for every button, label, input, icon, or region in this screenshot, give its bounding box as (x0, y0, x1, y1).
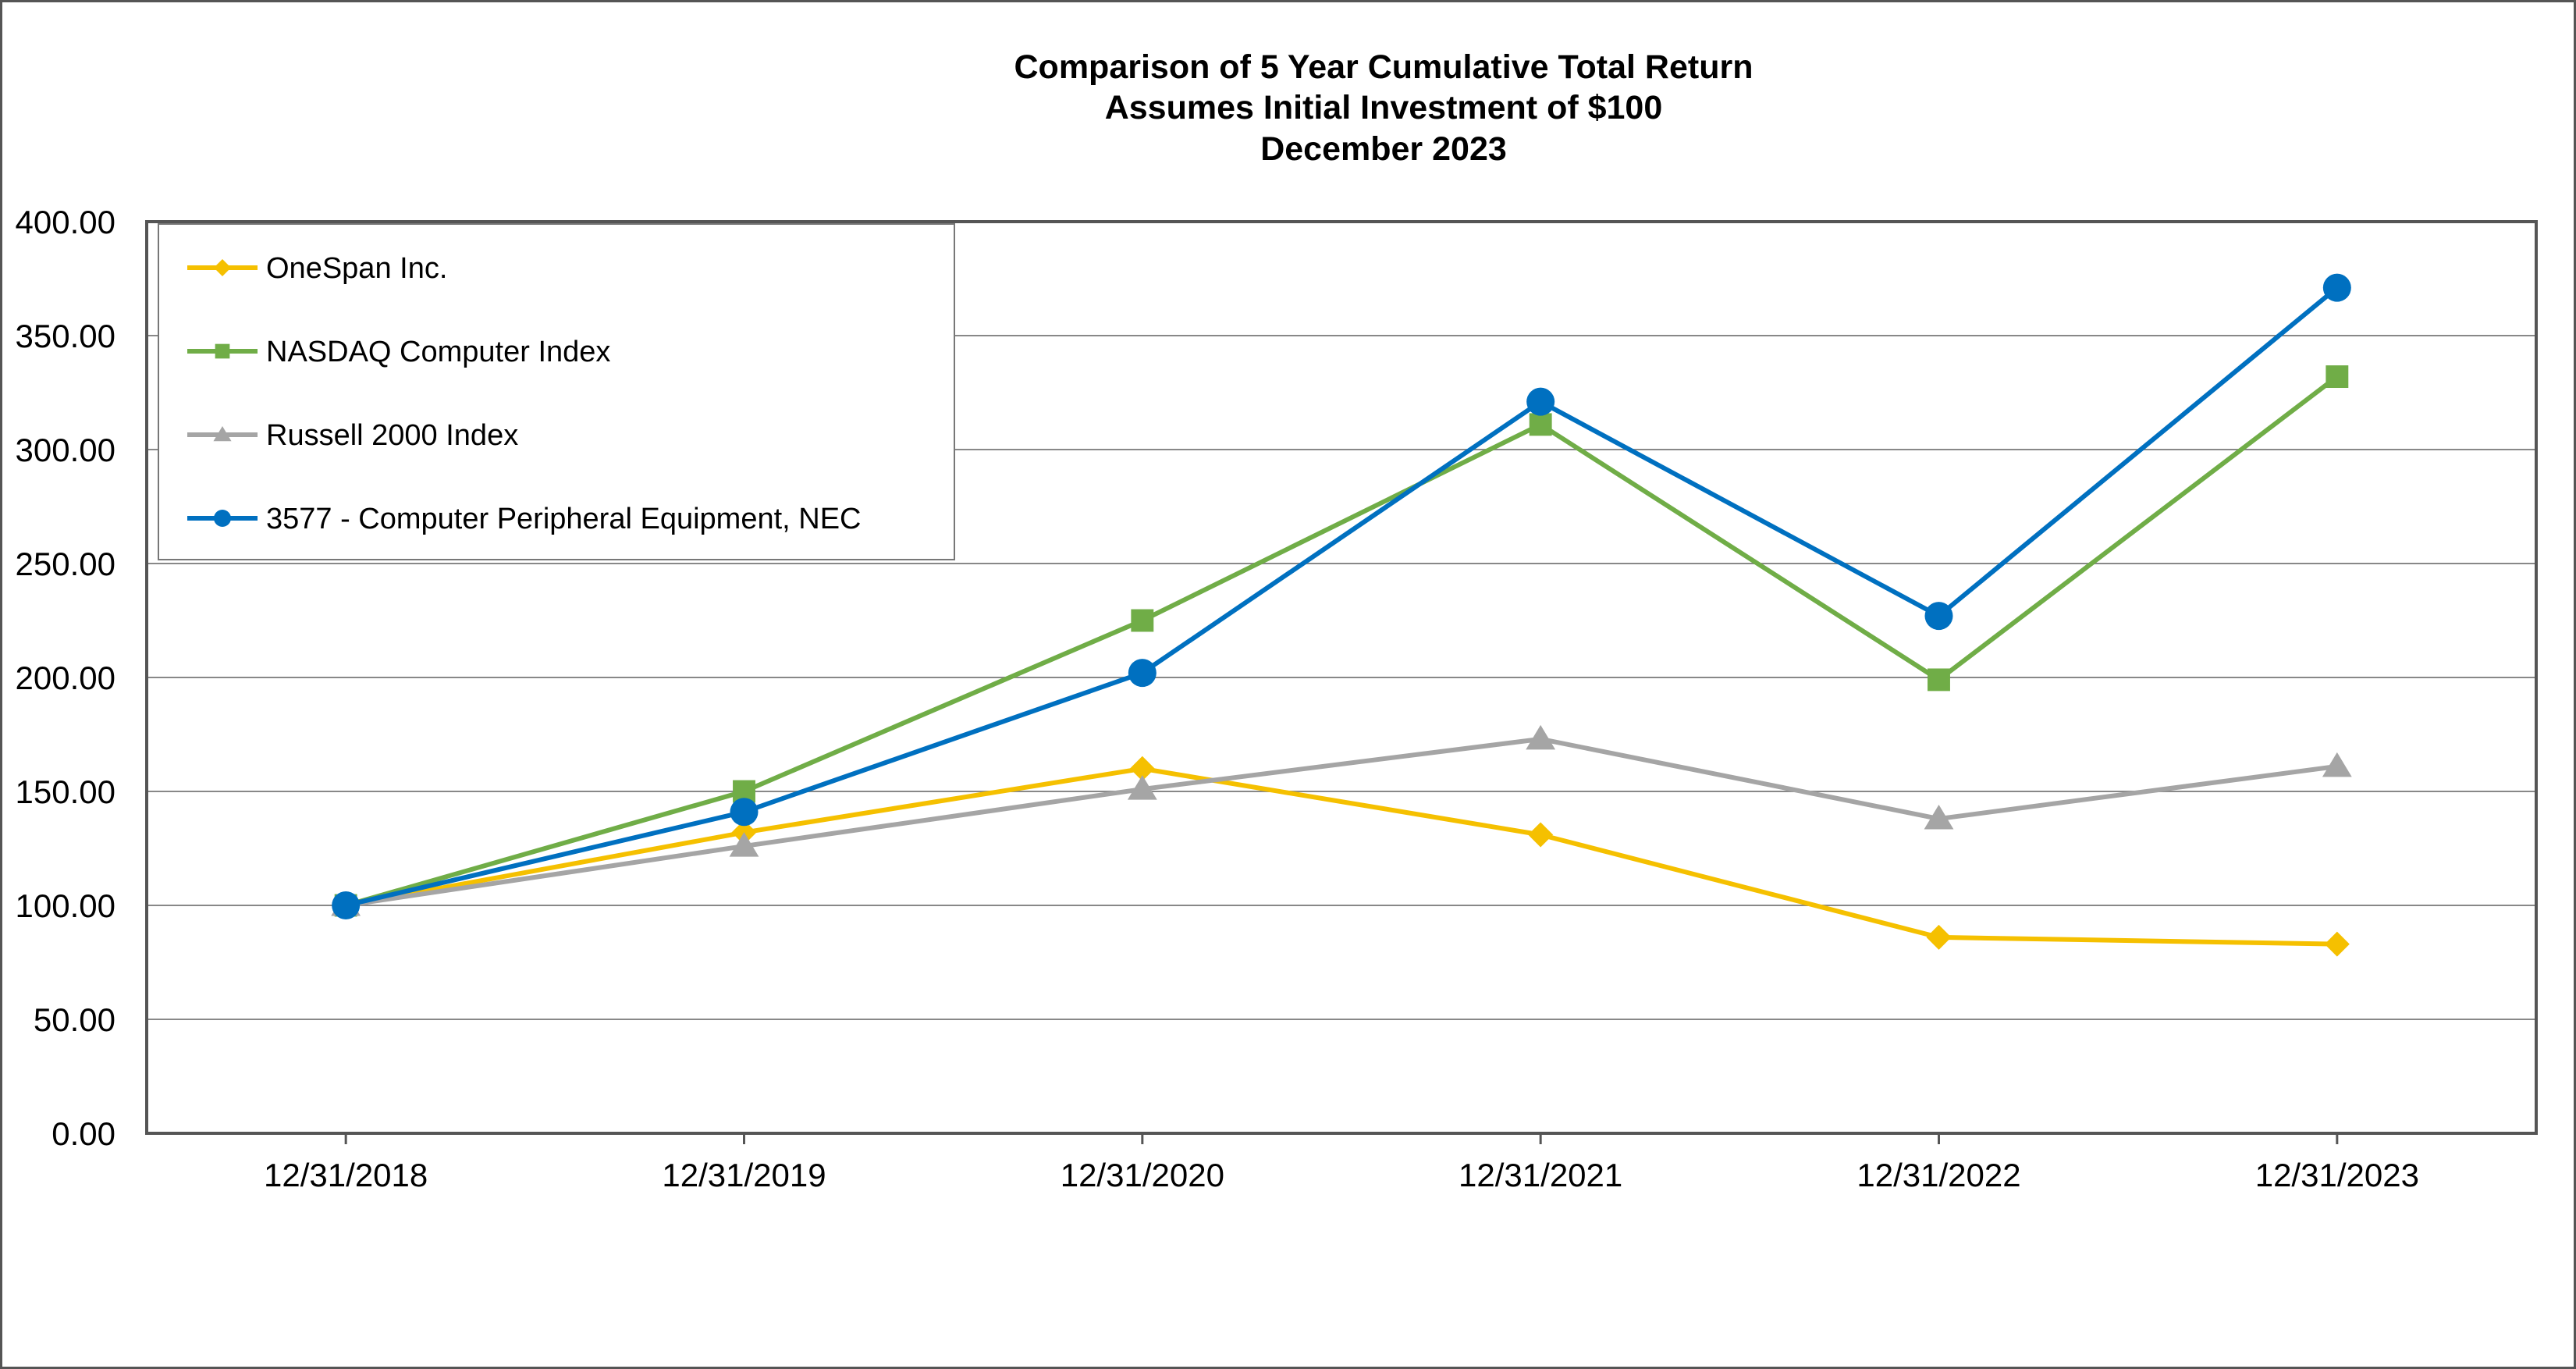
series-line (345, 286, 2339, 908)
series-0 (333, 756, 2350, 957)
x-tick-label: 12/31/2023 (2255, 1157, 2419, 1193)
series-3 (332, 273, 2351, 919)
y-tick-label: 0.00 (52, 1115, 115, 1152)
y-tick-label: 350.00 (16, 318, 115, 354)
legend-box (158, 223, 955, 560)
legend-label: OneSpan Inc. (266, 252, 447, 285)
data-point-triangle (1526, 724, 1556, 750)
chart-title: Comparison of 5 Year Cumulative Total Re… (1014, 48, 1753, 168)
data-point-diamond (1528, 822, 1554, 848)
x-tick-label: 12/31/2019 (662, 1157, 826, 1193)
data-point-square (1928, 668, 1950, 692)
data-point-circle (2322, 273, 2351, 302)
title-line-3: December 2023 (1260, 130, 1507, 168)
x-tick-label: 12/31/2018 (264, 1157, 428, 1193)
series-line (345, 766, 2337, 947)
y-tick-label: 250.00 (16, 546, 115, 582)
y-tick-label: 300.00 (16, 432, 115, 468)
legend: OneSpan Inc. NASDAQ Computer Index Russell… (158, 223, 955, 560)
legend-item: Russell 2000 Index (187, 419, 518, 452)
y-tick-label: 400.00 (16, 204, 115, 240)
data-point-triangle (1924, 805, 1954, 830)
title-line-2: Assumes Initial Investment of $100 (1105, 89, 1663, 126)
data-point-circle (1526, 387, 1555, 416)
series-layer (331, 273, 2352, 957)
y-tick-label: 50.00 (34, 1001, 115, 1038)
data-point-square (1131, 609, 1154, 632)
data-point-circle (332, 891, 361, 919)
data-point-square (1529, 413, 1552, 436)
series-line (345, 375, 2339, 908)
data-point-circle (730, 798, 759, 827)
data-point-square (2326, 365, 2349, 389)
y-tick-label: 200.00 (16, 660, 115, 696)
y-tick-label: 150.00 (16, 773, 115, 810)
legend-item: 3577 - Computer Peripheral Equipment, NE… (187, 503, 862, 535)
plot-area (145, 220, 2538, 1135)
title-line-1: Comparison of 5 Year Cumulative Total Re… (1014, 48, 1753, 86)
legend-marker-triangle (213, 426, 232, 442)
legend-marker-square (215, 343, 230, 359)
data-point-triangle (1127, 775, 1157, 800)
y-axis-ticks: 0.00 50.00 100.00 150.00 200.00 250.00 300.00 3… (16, 204, 115, 1152)
series-line (345, 736, 2338, 908)
legend-marker-diamond (214, 259, 231, 276)
legend-label: NASDAQ Computer Index (266, 336, 610, 368)
data-point-diamond (2324, 931, 2350, 957)
data-point-diamond (1129, 756, 1155, 781)
legend-marker-circle (214, 510, 231, 527)
legend-label: 3577 - Computer Peripheral Equipment, NE… (266, 503, 862, 535)
data-point-circle (1128, 659, 1157, 688)
x-axis-ticks: 12/31/2018 12/31/2019 12/31/2020 12/31/2021… (264, 1133, 2419, 1193)
x-tick-label: 12/31/2021 (1459, 1157, 1622, 1193)
data-point-triangle (729, 832, 759, 857)
data-point-diamond (1926, 924, 1952, 950)
data-point-triangle (2322, 752, 2352, 777)
y-tick-label: 100.00 (16, 887, 115, 924)
legend-label: Russell 2000 Index (266, 419, 518, 452)
legend-item: NASDAQ Computer Index (187, 336, 610, 368)
data-point-circle (1924, 602, 1953, 631)
legend-item: OneSpan Inc. (187, 252, 447, 285)
x-tick-label: 12/31/2022 (1856, 1157, 2020, 1193)
x-tick-label: 12/31/2020 (1061, 1157, 1224, 1193)
